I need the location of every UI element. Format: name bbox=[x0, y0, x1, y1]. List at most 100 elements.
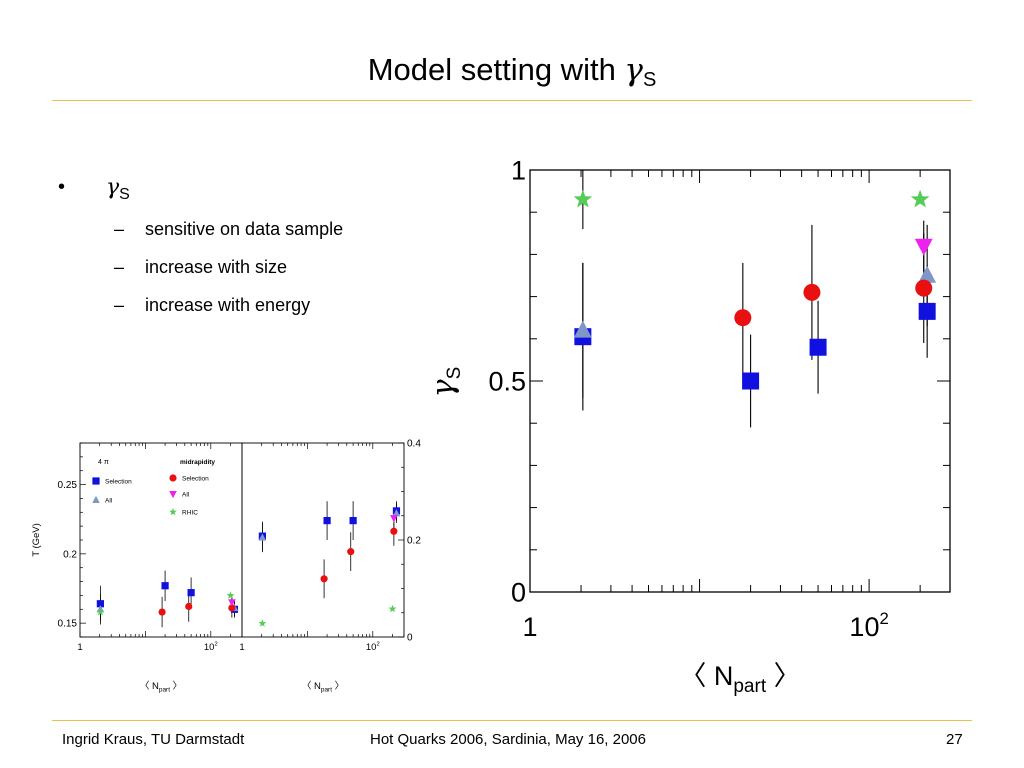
x-tick-base: 1 bbox=[77, 642, 82, 653]
annotation-midrapidity: midrapidity bbox=[180, 459, 215, 466]
x-tick-exponent: 2 bbox=[376, 642, 379, 648]
x-axis-label: 〈 Npart 〉 bbox=[679, 661, 800, 697]
y-tick-label: 0.15 bbox=[58, 619, 78, 630]
y-axis-symbol: γ bbox=[426, 379, 461, 397]
x-tick-base: 10 bbox=[849, 612, 879, 642]
title-gamma-symbol: γ bbox=[624, 52, 643, 88]
data-point-star bbox=[96, 607, 105, 616]
inset-x-subscript: part bbox=[159, 687, 170, 694]
data-point-circle bbox=[915, 279, 933, 297]
legend-marker-triangle-up bbox=[92, 495, 100, 504]
inset-x-label-text: 〉 bbox=[332, 681, 344, 692]
data-point-square bbox=[161, 582, 169, 590]
data-point-triangle-up bbox=[918, 265, 937, 283]
data-point-triangle-up bbox=[573, 320, 592, 338]
y-tick-label: 0 bbox=[407, 633, 413, 644]
data-point-star bbox=[910, 189, 930, 208]
data-point-triangle-up bbox=[258, 533, 267, 541]
data-point-circle bbox=[185, 602, 193, 611]
bullet-gamma-s: • γS bbox=[58, 172, 418, 210]
sub-bullet-2: – increase with size bbox=[58, 248, 418, 286]
page-number: 27 bbox=[946, 731, 963, 748]
data-point-star bbox=[226, 591, 235, 599]
legend-label: All bbox=[105, 497, 113, 504]
data-point-star bbox=[573, 189, 593, 208]
y-tick-label: 0.2 bbox=[63, 549, 77, 560]
legend-label: All bbox=[182, 491, 190, 498]
data-point-circle bbox=[320, 575, 328, 583]
y-tick-label: 1 bbox=[511, 156, 526, 186]
annotation-4pi: 4 π bbox=[98, 459, 109, 466]
inset-x-label: 〈 Npart 〉 bbox=[302, 681, 344, 694]
data-point-square bbox=[187, 589, 195, 597]
slide-title: Model setting with γS bbox=[0, 50, 1024, 100]
x-tick-label: 1 bbox=[77, 642, 82, 653]
inset-x-subscript: part bbox=[321, 687, 332, 694]
bullet-dot-icon: • bbox=[58, 176, 66, 198]
y-axis-subscript: S bbox=[444, 367, 465, 380]
x-tick-label: 1 bbox=[522, 612, 537, 642]
data-point-triangle-up bbox=[392, 509, 401, 517]
inset-x-label-text: 〈 N bbox=[140, 681, 159, 692]
legend-marker-circle bbox=[169, 474, 177, 482]
title-divider bbox=[52, 100, 972, 101]
data-point-circle bbox=[158, 608, 166, 616]
data-point-circle bbox=[803, 283, 821, 301]
x-axis-label-text: 〉 bbox=[766, 661, 801, 691]
plot-frame bbox=[529, 169, 951, 593]
data-point-circle bbox=[347, 548, 355, 556]
data-point-square bbox=[742, 372, 760, 390]
data-point-star bbox=[258, 619, 267, 627]
x-tick-label: 102 bbox=[366, 642, 380, 653]
title-subscript: S bbox=[642, 69, 657, 91]
sub-bullet-text: increase with size bbox=[145, 257, 288, 277]
y-tick-label: 0 bbox=[511, 578, 526, 608]
x-axis-label-text: 〈 N bbox=[679, 661, 733, 691]
plot-frame bbox=[241, 442, 405, 638]
sub-bullet-1: – sensitive on data sample bbox=[58, 210, 418, 248]
x-tick-label: 1 bbox=[239, 642, 244, 653]
x-tick-base: 10 bbox=[204, 642, 215, 653]
legend-label: Selection bbox=[105, 478, 132, 485]
footer-divider bbox=[52, 720, 972, 721]
bullet-list: • γS – sensitive on data sample – increase… bbox=[58, 172, 418, 324]
data-point-star bbox=[388, 604, 397, 613]
x-tick-base: 1 bbox=[239, 642, 244, 653]
gamma-s-chart: 0 0.5 1 1 102 γS 〈 Npart 〉 bbox=[426, 156, 951, 697]
inset-x-label-text: 〉 bbox=[170, 681, 182, 692]
x-tick-base: 1 bbox=[522, 612, 537, 642]
legend-marker-star bbox=[169, 507, 177, 516]
data-point-square bbox=[918, 302, 936, 320]
data-point-circle bbox=[734, 309, 752, 327]
inset-x-label: 〈 Npart 〉 bbox=[140, 681, 182, 694]
sub-bullet-text: increase with energy bbox=[145, 295, 311, 315]
y-axis-label: γS bbox=[426, 367, 465, 398]
data-point-triangle-down bbox=[390, 515, 398, 523]
data-point-square bbox=[323, 517, 331, 525]
x-axis-subscript: part bbox=[733, 676, 766, 697]
y-tick-label: 0.2 bbox=[407, 536, 421, 547]
data-point-square bbox=[349, 517, 357, 525]
data-point-triangle-down bbox=[914, 238, 933, 256]
data-point-triangle-down bbox=[228, 599, 236, 607]
y-tick-label: 0.25 bbox=[58, 480, 78, 491]
y-tick-label: 0.4 bbox=[407, 439, 421, 450]
title-text: Model setting with bbox=[367, 52, 625, 87]
x-tick-label: 102 bbox=[849, 609, 888, 642]
bullet-subscript: S bbox=[119, 186, 130, 203]
x-tick-exponent: 2 bbox=[879, 609, 888, 628]
plot-frame bbox=[79, 442, 243, 638]
footer-event: Hot Quarks 2006, Sardinia, May 16, 2006 bbox=[370, 731, 646, 748]
dash-icon: – bbox=[114, 295, 125, 315]
dash-icon: – bbox=[114, 219, 125, 239]
data-point-square bbox=[809, 338, 827, 356]
legend-label: Selection bbox=[182, 475, 209, 482]
legend-marker-square bbox=[92, 477, 100, 485]
legend-label: RHIC bbox=[182, 509, 198, 516]
data-point-circle bbox=[390, 527, 398, 535]
x-tick-base: 10 bbox=[366, 642, 377, 653]
footer-author: Ingrid Kraus, TU Darmstadt bbox=[62, 731, 245, 748]
sub-bullet-3: – increase with energy bbox=[58, 286, 418, 324]
bullet-gamma-symbol: γ bbox=[106, 175, 120, 200]
